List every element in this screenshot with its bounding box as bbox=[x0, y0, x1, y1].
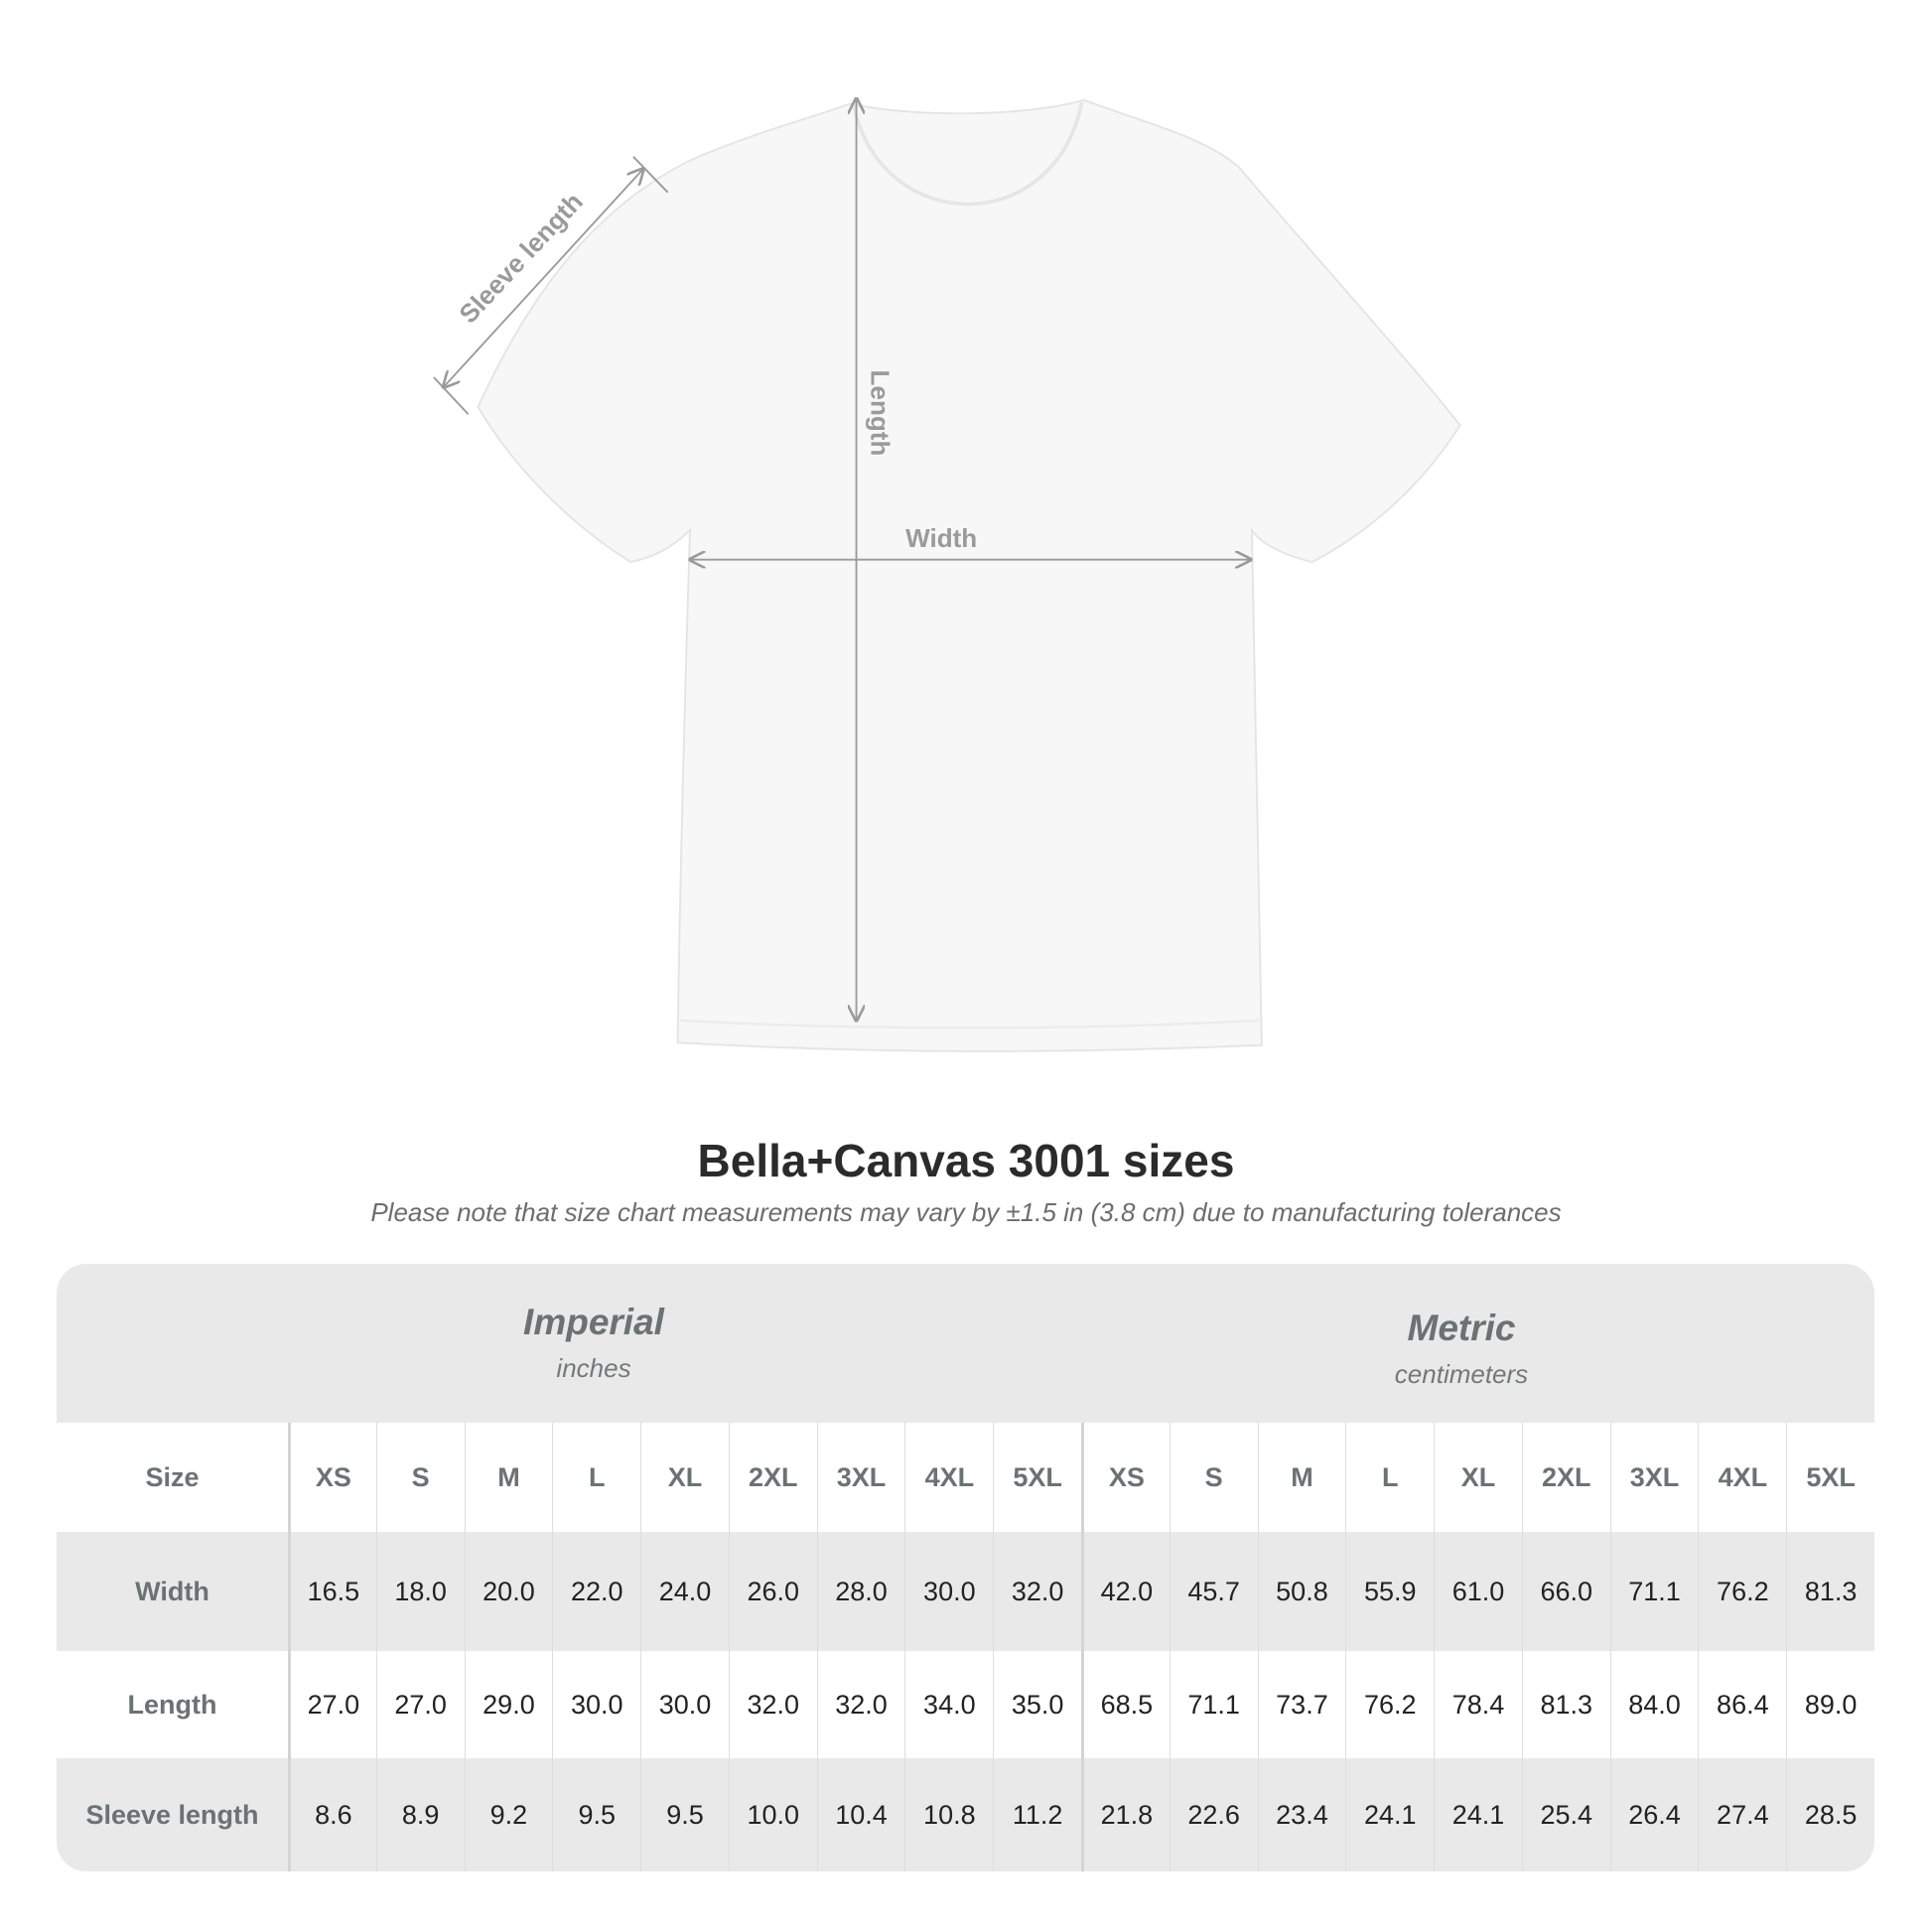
table-cell: 73.7 bbox=[1257, 1651, 1346, 1758]
table-cell: 21.8 bbox=[1081, 1758, 1170, 1871]
table-cell: 27.4 bbox=[1698, 1758, 1787, 1871]
tolerance-note: Please note that size chart measurements… bbox=[370, 1197, 1562, 1227]
size-header-cell: XS bbox=[1081, 1423, 1170, 1532]
sleeve-tick-start bbox=[433, 376, 470, 415]
table-cell: 9.2 bbox=[464, 1758, 553, 1871]
size-header-cell: M bbox=[464, 1423, 553, 1532]
page-title: Bella+Canvas 3001 sizes bbox=[697, 1135, 1235, 1186]
size-header-cell: 4XL bbox=[1698, 1423, 1786, 1532]
metric-header: Metric centimeters bbox=[1213, 1308, 1710, 1390]
size-header-cell: M bbox=[1257, 1423, 1346, 1532]
table-cell: 42.0 bbox=[1081, 1532, 1170, 1651]
size-header-cell: 3XL bbox=[1609, 1423, 1699, 1532]
table-cell: 32.0 bbox=[816, 1651, 905, 1758]
table-cell: 81.3 bbox=[1786, 1532, 1874, 1651]
table-cell: 26.4 bbox=[1609, 1758, 1699, 1871]
table-cell: 89.0 bbox=[1786, 1651, 1874, 1758]
table-cell: 27.0 bbox=[288, 1651, 376, 1758]
row-label: Length bbox=[127, 1689, 217, 1720]
size-header-cell: 5XL bbox=[993, 1423, 1081, 1532]
row-label: Sleeve length bbox=[57, 1758, 288, 1871]
table-cell: 66.0 bbox=[1521, 1532, 1610, 1651]
table-cell: 8.9 bbox=[375, 1758, 465, 1871]
table-cell: 71.1 bbox=[1609, 1532, 1699, 1651]
table-cell: 22.6 bbox=[1169, 1758, 1258, 1871]
table-cell: 9.5 bbox=[640, 1758, 729, 1871]
size-table: Imperial inches Metric centimeters Size X… bbox=[57, 1264, 1874, 1871]
size-header-cell: 4XL bbox=[904, 1423, 993, 1532]
sleeve-length-arrow bbox=[444, 169, 643, 387]
size-header-cell: 3XL bbox=[816, 1423, 905, 1532]
size-row-label: Size bbox=[145, 1461, 200, 1492]
size-header-cell: 5XL bbox=[1786, 1423, 1874, 1532]
size-header-cell: XL bbox=[640, 1423, 729, 1532]
table-cell: 16.5 bbox=[288, 1532, 376, 1651]
table-cell: 30.0 bbox=[552, 1651, 640, 1758]
table-cell: 55.9 bbox=[1345, 1532, 1435, 1651]
table-cell: 68.5 bbox=[1081, 1651, 1170, 1758]
size-header-cell: 2XL bbox=[728, 1423, 817, 1532]
table-cell: 32.0 bbox=[728, 1651, 817, 1758]
imperial-unit: inches bbox=[556, 1353, 631, 1383]
table-cell: 24.1 bbox=[1345, 1758, 1435, 1871]
table-cell: 76.2 bbox=[1345, 1651, 1434, 1758]
table-cell: 30.0 bbox=[904, 1532, 994, 1651]
size-header-cell: L bbox=[1345, 1423, 1434, 1532]
neckline bbox=[852, 101, 1084, 207]
table-cell: 76.2 bbox=[1698, 1532, 1787, 1651]
table-cell: 24.0 bbox=[640, 1532, 729, 1651]
table-cell: 35.0 bbox=[993, 1651, 1081, 1758]
table-cell: 86.4 bbox=[1698, 1651, 1786, 1758]
metric-title: Metric bbox=[1407, 1308, 1516, 1348]
size-header-cell: S bbox=[1169, 1423, 1258, 1532]
size-header-cell: XS bbox=[288, 1423, 376, 1532]
table-cell: 10.0 bbox=[728, 1758, 817, 1871]
table-cell: 27.0 bbox=[375, 1651, 465, 1758]
table-cell: 26.0 bbox=[728, 1532, 817, 1651]
table-cell: 34.0 bbox=[904, 1651, 993, 1758]
table-cell: 23.4 bbox=[1257, 1758, 1346, 1871]
size-header-cell: S bbox=[375, 1423, 465, 1532]
table-header: Imperial inches Metric centimeters bbox=[57, 1264, 1874, 1423]
size-header-cell: 2XL bbox=[1521, 1423, 1610, 1532]
table-cell: 9.5 bbox=[552, 1758, 641, 1871]
table-cell: 10.4 bbox=[816, 1758, 905, 1871]
table-cell: 25.4 bbox=[1521, 1758, 1610, 1871]
table-cell: 32.0 bbox=[993, 1532, 1081, 1651]
metric-unit: centimeters bbox=[1394, 1359, 1529, 1389]
table-cell: 81.3 bbox=[1521, 1651, 1610, 1758]
table-cell: 50.8 bbox=[1257, 1532, 1346, 1651]
table-cell: 29.0 bbox=[464, 1651, 553, 1758]
table-cell: 22.0 bbox=[552, 1532, 641, 1651]
row-label: Width bbox=[57, 1532, 288, 1651]
table-cell: 20.0 bbox=[464, 1532, 553, 1651]
hem-line bbox=[680, 1019, 1260, 1030]
table-cell: 78.4 bbox=[1434, 1651, 1522, 1758]
table-cell: 11.2 bbox=[993, 1758, 1081, 1871]
size-grid: Size XS S M L XL 2XL 3XL 4XL 5XL XS S M L XL 2XL 3XL 4XL 5… bbox=[57, 1423, 1874, 1871]
table-cell: 18.0 bbox=[375, 1532, 465, 1651]
table-cell: 28.0 bbox=[816, 1532, 905, 1651]
table-cell: 71.1 bbox=[1169, 1651, 1258, 1758]
table-cell: 8.6 bbox=[288, 1758, 376, 1871]
imperial-title: Imperial bbox=[523, 1302, 664, 1342]
tshirt-image bbox=[477, 98, 1461, 1052]
table-cell: 28.5 bbox=[1786, 1758, 1874, 1871]
size-header-cell: XL bbox=[1434, 1423, 1522, 1532]
sleeve-tick-end bbox=[632, 156, 669, 194]
table-cell: 24.1 bbox=[1434, 1758, 1522, 1871]
table-cell: 84.0 bbox=[1609, 1651, 1699, 1758]
width-label: Width bbox=[905, 523, 977, 553]
table-cell: 10.8 bbox=[904, 1758, 994, 1871]
length-label: Length bbox=[865, 370, 895, 457]
table-cell: 30.0 bbox=[640, 1651, 729, 1758]
table-cell: 61.0 bbox=[1434, 1532, 1522, 1651]
tshirt-diagram: Sleeve length Length Width bbox=[433, 0, 1461, 1052]
imperial-header: Imperial inches bbox=[345, 1302, 842, 1384]
size-header-cell: L bbox=[552, 1423, 640, 1532]
table-cell: 45.7 bbox=[1169, 1532, 1258, 1651]
